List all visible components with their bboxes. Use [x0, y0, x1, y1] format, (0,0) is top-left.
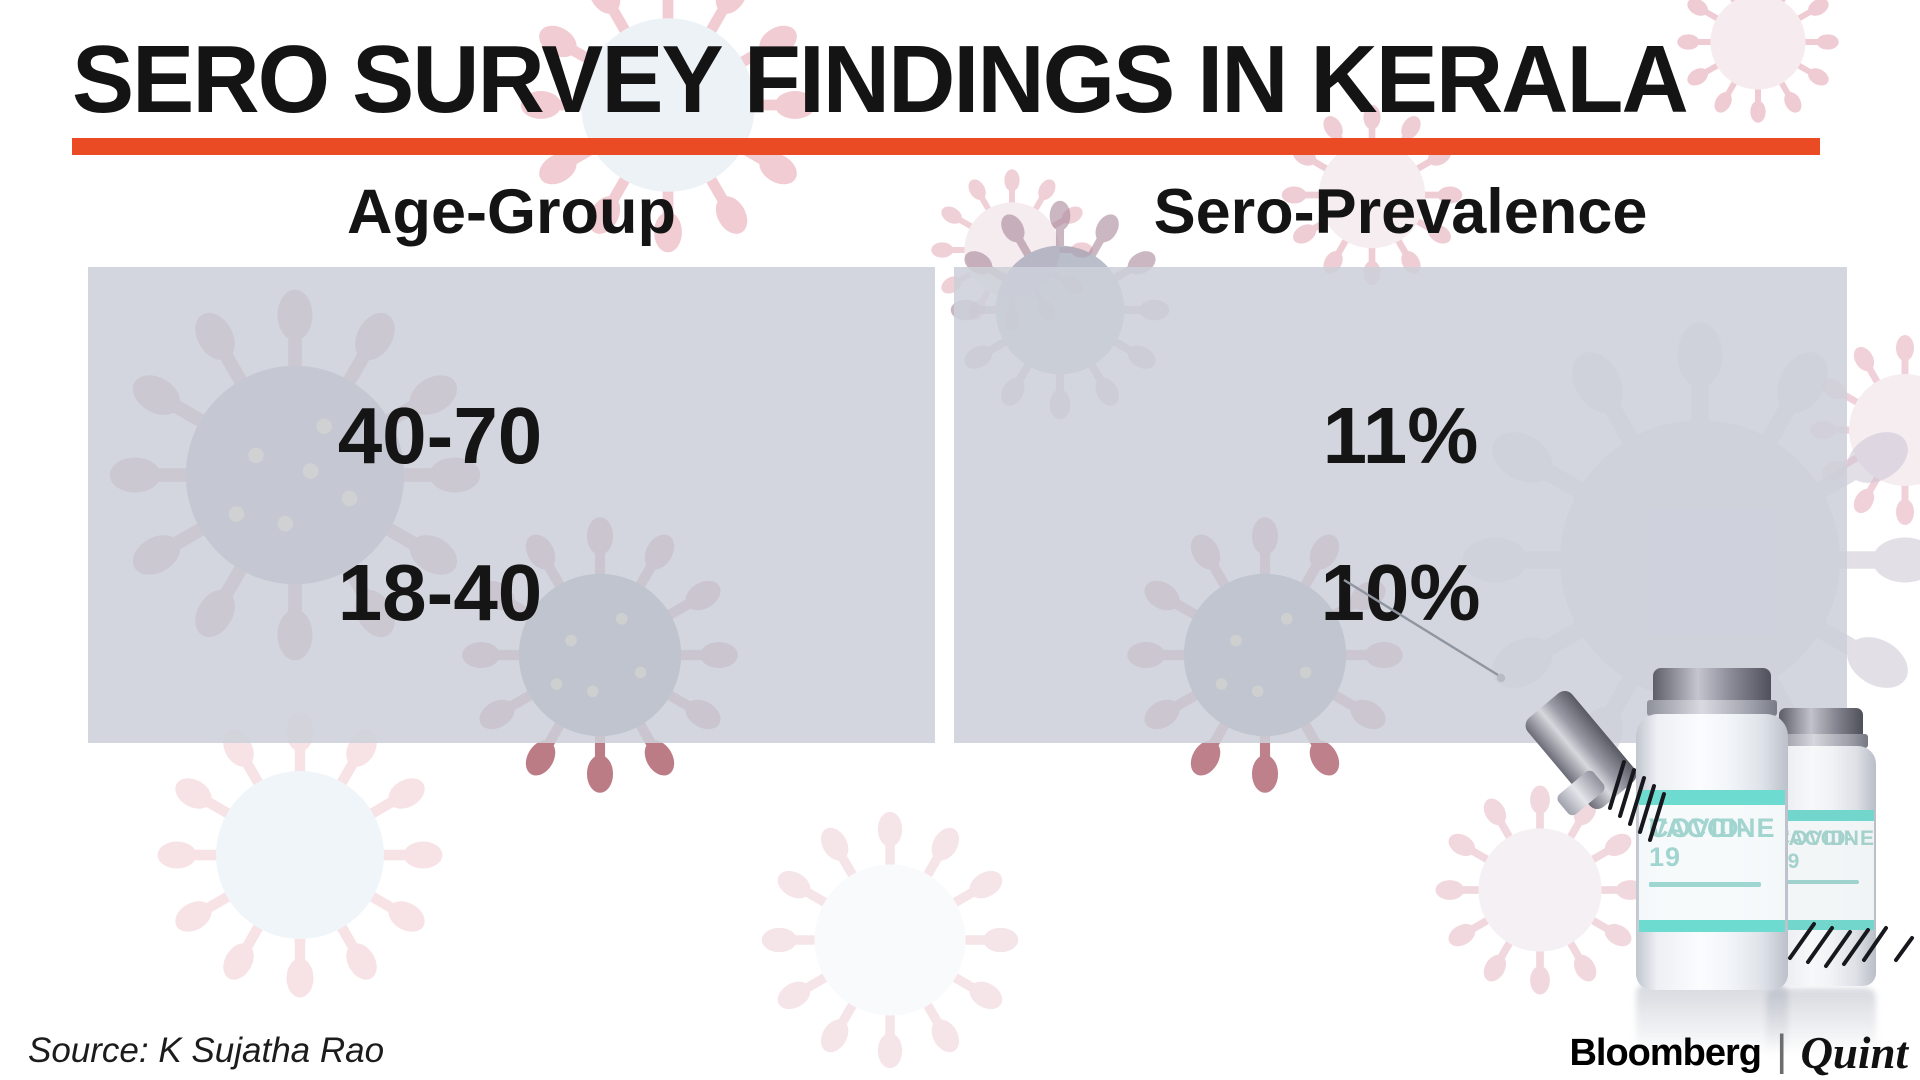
- title-underline: [72, 138, 1820, 155]
- virus-icon: [157, 712, 443, 998]
- label-band-bottom: [1768, 920, 1874, 930]
- age-group-value-row2: 18-40: [337, 548, 543, 637]
- bloomberg-logo: Bloomberg: [1569, 1031, 1762, 1074]
- age-group-value-row1: 40-70: [337, 391, 543, 480]
- vial-reflection: [1766, 988, 1876, 1066]
- footer-logo: Bloomberg | Quint: [1569, 1026, 1908, 1080]
- logo-separator: |: [1776, 1026, 1788, 1075]
- label-band-top: [1768, 810, 1874, 821]
- quint-logo: Quint: [1800, 1028, 1908, 1078]
- source-attribution: Source: K Sujatha Rao: [28, 1031, 385, 1070]
- vial-label-line2: VACCINE: [1649, 813, 1776, 843]
- sero-prevalence-value-row1: 11%: [1322, 391, 1479, 480]
- vial-cap: [1653, 668, 1771, 704]
- vial-lip: [1774, 734, 1868, 748]
- vial-lip: [1647, 700, 1777, 716]
- hatch-marks-decoration: [1608, 760, 1914, 968]
- vial-label: COVID-19 VACCINE: [1639, 790, 1785, 932]
- vial-label-line2: VACCINE: [1775, 827, 1874, 850]
- age-group-panel: [88, 267, 935, 743]
- column-header-age-group: Age-Group: [347, 177, 676, 247]
- vial-reflection: [1636, 984, 1788, 1068]
- needle-line-decoration: [1343, 578, 1506, 683]
- vaccine-vials-illustration: COVID-19 VACCINE COVID-19: [1521, 658, 1920, 1080]
- vial-label: COVID-19 VACCINE: [1768, 810, 1874, 930]
- vial-label-line1: COVID-19: [1649, 813, 1750, 873]
- page-title: SERO SURVEY FINDINGS IN KERALA: [72, 26, 1689, 133]
- sero-prevalence-panel: [954, 267, 1847, 743]
- virus-icon: [761, 811, 1019, 1069]
- virus-icon: [1435, 785, 1645, 995]
- vaccine-vial-front-icon: COVID-19 VACCINE: [1636, 668, 1788, 990]
- virus-icon: [1677, 0, 1839, 123]
- vial-cap: [1779, 708, 1863, 738]
- label-band-bottom: [1639, 920, 1785, 932]
- sero-prevalence-value-row2: 10%: [1320, 548, 1481, 637]
- column-header-sero-prevalence: Sero-Prevalence: [1153, 177, 1648, 247]
- virus-icon: [1281, 104, 1463, 286]
- label-band-top: [1639, 790, 1785, 805]
